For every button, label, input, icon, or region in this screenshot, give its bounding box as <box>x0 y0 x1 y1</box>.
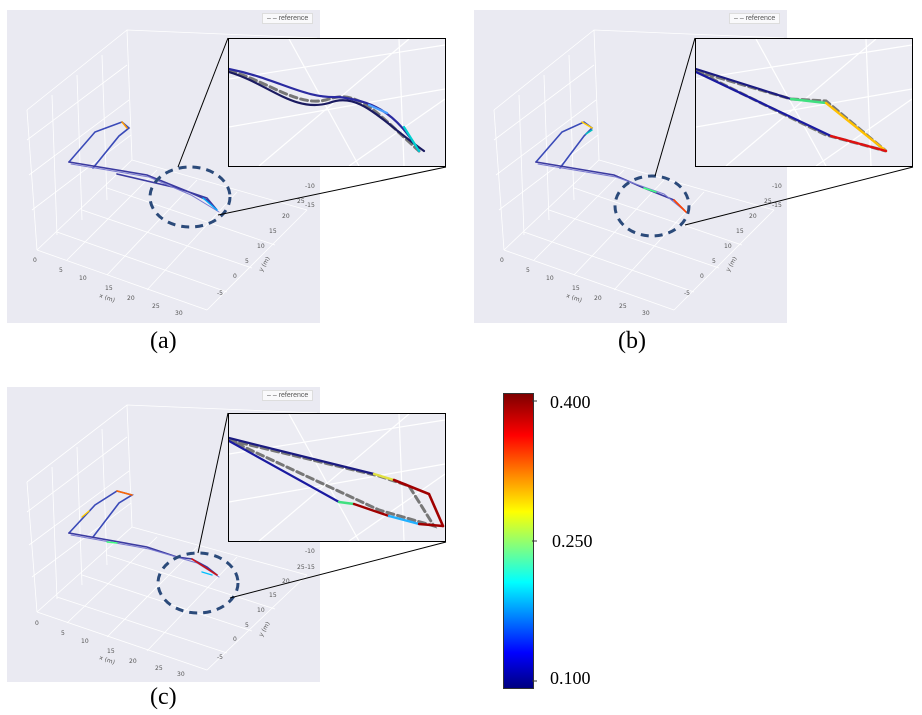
y-tick-label: 20 <box>749 213 757 220</box>
x-tick-label: 15 <box>105 285 113 292</box>
legend-c: – – reference <box>262 390 314 401</box>
x-tick-label: 0 <box>35 620 39 627</box>
y-tick-label: 20 <box>282 578 290 585</box>
plot3d-b: 0 5 10 15 20 25 30 x (m) -5 0 5 10 15 20… <box>493 29 785 317</box>
zoom-inset-a <box>227 38 446 167</box>
x-tick-label: 20 <box>127 295 135 302</box>
z-tick-label: -15 <box>305 564 315 571</box>
y-tick-label: 25 <box>297 564 305 571</box>
x-tick-label: 15 <box>572 285 580 292</box>
plot3d-a: 0 5 10 15 20 25 30 x (m) -5 0 5 10 15 20… <box>26 29 318 317</box>
y-ticks-b: -5 0 5 10 15 20 25 <box>684 198 772 297</box>
grid-b <box>493 29 785 311</box>
y-tick-label: 5 <box>712 258 716 265</box>
x-tick-label: 0 <box>500 257 504 264</box>
x-ticks-c: 0 5 10 15 20 25 30 <box>35 620 185 678</box>
caption-c: (c) <box>150 684 177 710</box>
trajectory-b <box>535 121 687 213</box>
zoom-trajectory-c <box>227 436 445 529</box>
y-ticks-c: -5 0 5 10 15 20 25 <box>217 564 305 661</box>
x-tick-label: 25 <box>619 303 627 310</box>
z-tick-label: -15 <box>772 202 782 209</box>
colorbar-tick-label: 0.100 <box>550 668 591 688</box>
x-tick-label: 5 <box>526 267 530 274</box>
grid-a <box>26 29 318 311</box>
x-tick-label: 30 <box>177 671 185 678</box>
x-ticks-a: 0 5 10 15 20 25 30 <box>33 257 183 317</box>
x-tick-label: 30 <box>642 310 650 317</box>
x-tick-label: 5 <box>59 267 63 274</box>
y-tick-label: 25 <box>297 198 305 205</box>
y-tick-label: 15 <box>269 228 277 235</box>
y-ticks-a: -5 0 5 10 15 20 25 <box>217 198 305 297</box>
z-ticks-c: -10 -15 <box>305 548 315 571</box>
y-tick-label: 0 <box>233 273 237 280</box>
z-tick-label: -10 <box>305 183 315 190</box>
z-tick-label: -10 <box>305 548 315 555</box>
x-tick-label: 30 <box>175 310 183 317</box>
y-tick-label: 0 <box>700 273 704 280</box>
y-tick-label: 15 <box>736 228 744 235</box>
y-tick-label: 15 <box>269 592 277 599</box>
y-tick-label: 25 <box>764 198 772 205</box>
y-tick-label: 5 <box>245 258 249 265</box>
zoom-inset-b <box>694 38 913 167</box>
x-tick-label: 0 <box>33 257 37 264</box>
z-ticks-b: -10 -15 <box>772 183 782 209</box>
colorbar-ticks <box>532 400 537 682</box>
legend-label: reference <box>745 15 776 22</box>
x-tick-label: 25 <box>152 303 160 310</box>
legend-b: – – reference <box>729 13 781 24</box>
x-tick-label: 10 <box>546 275 554 282</box>
zoom-trajectory-b <box>694 67 888 153</box>
legend-label: reference <box>278 392 309 399</box>
y-tick-label: 10 <box>257 243 265 250</box>
y-tick-label: 20 <box>282 213 290 220</box>
highlight-ellipse-a <box>148 165 232 229</box>
legend-dash-icon: – – <box>267 392 279 399</box>
zoom-plot-a <box>227 38 446 167</box>
caption-b: (b) <box>618 328 646 354</box>
y-tick-label: 5 <box>245 622 249 629</box>
y-tick-label: 10 <box>724 243 732 250</box>
legend-a: – – reference <box>262 13 314 24</box>
x-tick-label: 25 <box>155 665 163 672</box>
x-tick-label: 10 <box>79 275 87 282</box>
x-ticks-b: 0 5 10 15 20 25 30 <box>500 257 650 317</box>
colorbar-tick-label: 0.400 <box>550 392 591 412</box>
y-tick-label: -5 <box>217 654 223 661</box>
x-tick-label: 20 <box>594 295 602 302</box>
trajectory-a <box>68 121 220 213</box>
zoom-plot-b <box>694 38 913 167</box>
zoom-inset-c <box>227 413 446 542</box>
zoom-plot-c <box>227 413 446 542</box>
z-tick-label: -15 <box>305 202 315 209</box>
grid-c <box>26 404 318 671</box>
legend-label: reference <box>278 15 309 22</box>
plot3d-c: 0 5 10 15 20 25 30 x (m) -5 0 5 10 15 20… <box>26 404 318 678</box>
x-tick-label: 20 <box>129 658 137 665</box>
legend-dash-icon: – – <box>267 15 279 22</box>
legend-dash-icon: – – <box>734 15 746 22</box>
colorbar-tick-label: 0.250 <box>552 531 593 551</box>
y-tick-label: -5 <box>217 290 223 297</box>
caption-a: (a) <box>150 328 177 354</box>
y-tick-label: -5 <box>684 290 690 297</box>
trajectory-c <box>68 490 220 578</box>
z-ticks-a: -10 -15 <box>305 183 315 209</box>
highlight-ellipse-c <box>156 551 240 615</box>
y-tick-label: 10 <box>257 607 265 614</box>
colorbar <box>503 393 534 689</box>
x-tick-label: 5 <box>61 630 65 637</box>
x-tick-label: 10 <box>81 638 89 645</box>
zoom-trajectory-a <box>227 67 426 153</box>
highlight-ellipse-b <box>613 174 691 238</box>
y-tick-label: 0 <box>233 636 237 643</box>
x-tick-label: 15 <box>107 648 115 655</box>
z-tick-label: -10 <box>772 183 782 190</box>
